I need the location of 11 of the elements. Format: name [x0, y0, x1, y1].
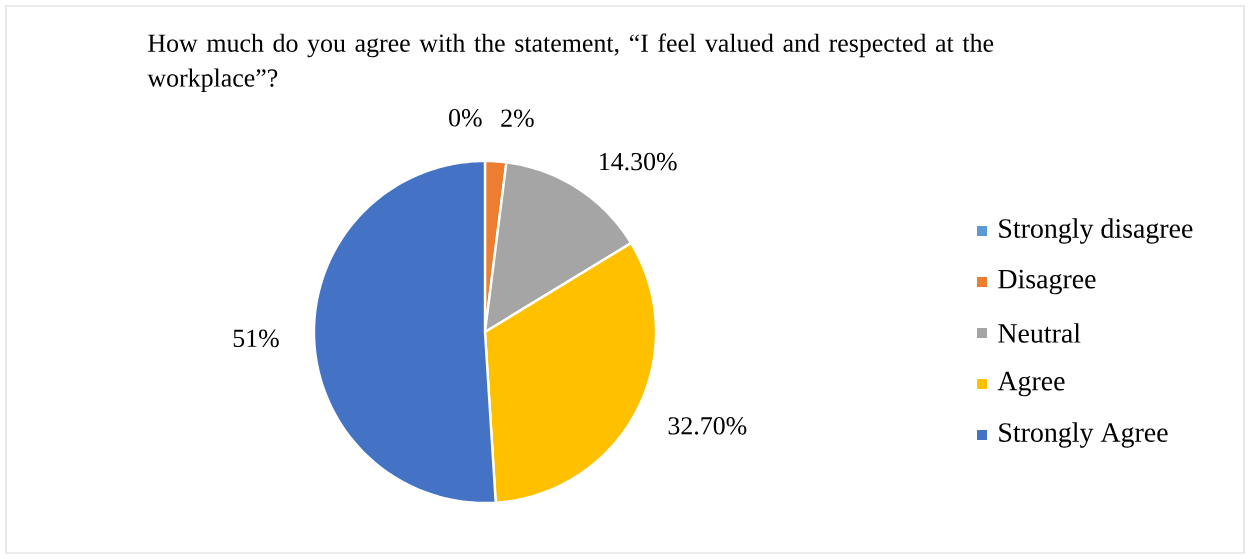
- legend-label: Neutral: [998, 323, 1081, 343]
- chart-title: How much do you agree with the statement, “I feel valued and respected at the workplace”?: [147, 33, 994, 93]
- legend-label: Agree: [997, 371, 1065, 397]
- legend-label: Disagree: [998, 269, 1096, 295]
- text: 0%: [449, 109, 482, 127]
- data-label: 14.30%: [600, 152, 677, 171]
- data-label: 51%: [233, 329, 279, 348]
- legend-label: Strongly disagree: [999, 218, 1193, 244]
- data-label: 32.70%: [668, 417, 747, 435]
- legend-label: Strongly Agree: [999, 422, 1168, 448]
- data-label: 2%: [501, 109, 534, 128]
